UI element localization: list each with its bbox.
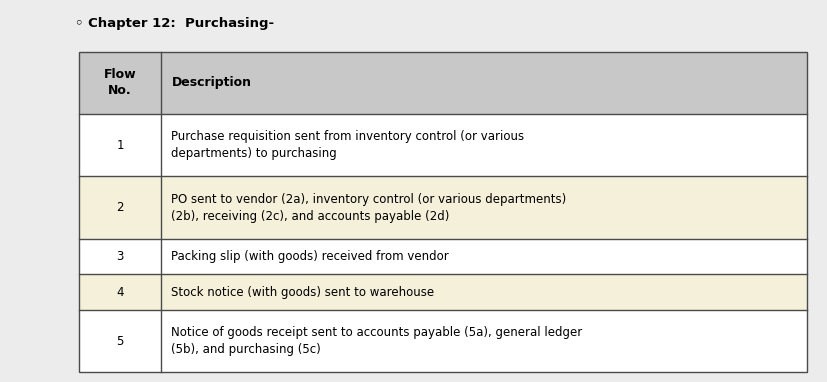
Text: 3: 3 [117,250,123,263]
Text: Purchase requisition sent from inventory control (or various
departments) to pur: Purchase requisition sent from inventory… [171,130,523,160]
Text: Notice of goods receipt sent to accounts payable (5a), general ledger
(5b), and : Notice of goods receipt sent to accounts… [171,326,582,356]
Text: 5: 5 [117,335,123,348]
Bar [79,274,806,310]
Text: 4: 4 [116,286,124,299]
Bar [79,310,806,372]
Text: ◦ Chapter 12:  Purchasing-: ◦ Chapter 12: Purchasing- [74,17,273,30]
Bar [79,114,806,176]
Text: PO sent to vendor (2a), inventory control (or various departments)
(2b), receivi: PO sent to vendor (2a), inventory contro… [171,193,566,223]
Text: Flow
No.: Flow No. [103,68,136,97]
Text: Description: Description [171,76,251,89]
Bar [79,176,806,239]
Bar [79,52,806,372]
Text: 2: 2 [116,201,124,214]
Bar [79,52,806,114]
Text: Packing slip (with goods) received from vendor: Packing slip (with goods) received from … [171,250,448,263]
Text: Stock notice (with goods) sent to warehouse: Stock notice (with goods) sent to wareho… [171,286,434,299]
Text: 1: 1 [116,139,124,152]
Bar [79,239,806,274]
